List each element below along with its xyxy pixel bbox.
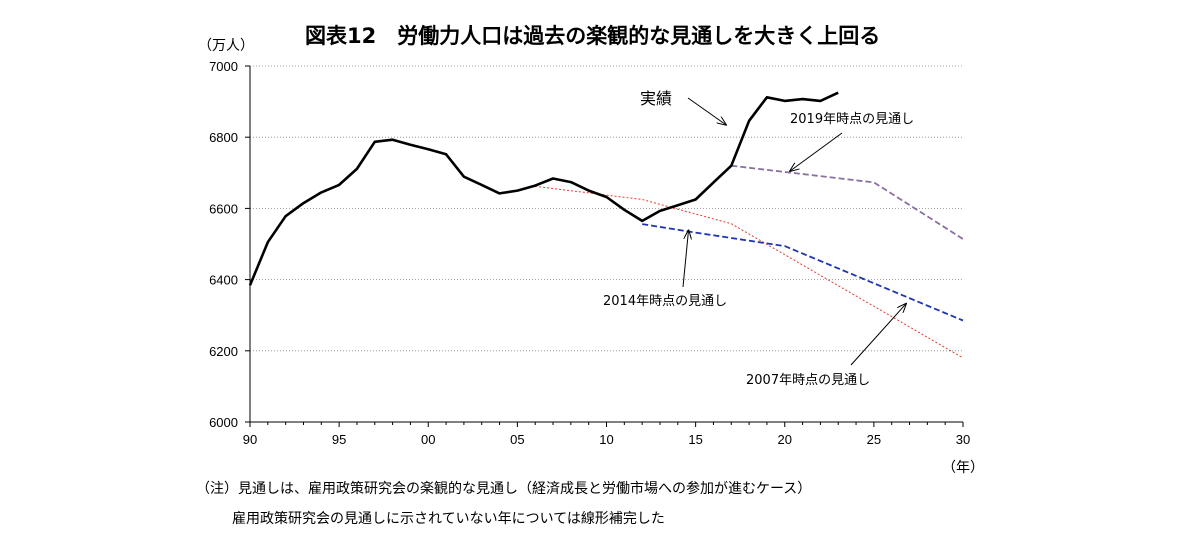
y-tick-label: 6400 <box>209 273 238 288</box>
x-tick-label: 15 <box>688 432 702 447</box>
annotation-label-2007: 2007年時点の見通し <box>746 373 870 388</box>
y-tick-label: 7000 <box>209 59 238 74</box>
annotation-arrow-2014 <box>682 230 688 288</box>
x-tick-label: 90 <box>243 432 257 447</box>
series-line-1 <box>535 185 964 359</box>
note-line-2: 雇用政策研究会の見通しに示されていない年については線形補完した <box>232 511 665 527</box>
note-line-1: （注）見通しは、雇用政策研究会の楽観的な見通し（経済成長と労働市場への参加が進む… <box>196 481 812 497</box>
x-tick-label: 05 <box>510 432 524 447</box>
series-line-2 <box>642 223 964 322</box>
x-tick-label: 25 <box>867 432 881 447</box>
annotation-label-2019: 2019年時点の見通し <box>790 112 914 127</box>
y-tick-label: 6200 <box>209 344 238 359</box>
gridlines <box>250 65 963 352</box>
y-tick-label: 6800 <box>209 130 238 145</box>
series-line-0 <box>248 91 839 286</box>
x-tick-label: 20 <box>778 432 792 447</box>
annotations: 実績 2019年時点の見通し 2014年時点の見通し 2007年時点の見通し <box>603 89 914 388</box>
x-tick-label: 00 <box>421 432 435 447</box>
annotation-arrow-actual <box>687 97 726 125</box>
annotation-arrow-2019 <box>790 132 843 171</box>
y-tick-label: 6600 <box>209 201 238 216</box>
x-tick-label: 10 <box>599 432 613 447</box>
series-lines <box>248 91 964 359</box>
series-line-3 <box>731 164 964 240</box>
x-unit-label: （年） <box>942 460 984 476</box>
x-tick-label: 95 <box>332 432 346 447</box>
annotation-arrow-2007 <box>850 304 906 366</box>
x-tick-label: 30 <box>956 432 970 447</box>
chart-title: 図表12 労働力人口は過去の楽観的な見通しを大きく上回る <box>305 24 881 48</box>
annotation-label-actual: 実績 <box>640 89 672 108</box>
y-tick-label: 6000 <box>209 415 238 430</box>
annotation-label-2014: 2014年時点の見通し <box>603 294 727 309</box>
axes: 6000 6200 6400 6600 6800 7000 90 95 00 05 10 15 20 25… <box>209 59 970 447</box>
y-unit-label: （万人） <box>198 38 254 54</box>
